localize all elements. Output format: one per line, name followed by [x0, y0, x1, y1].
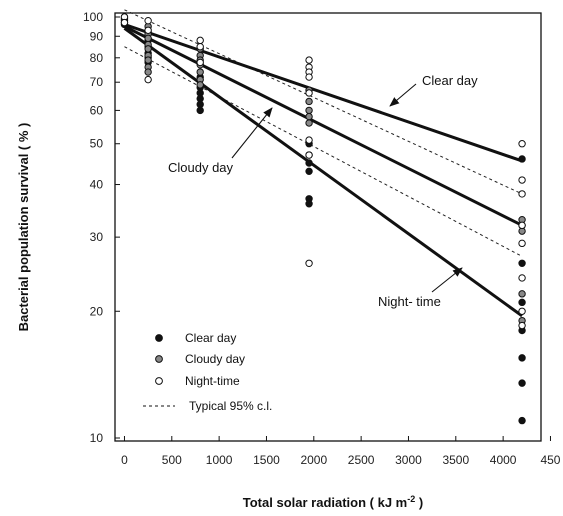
annotation-cloudy-day-arrow: [231, 107, 273, 159]
x-tick-label: 0: [121, 453, 128, 467]
x-tick-label: 2000: [300, 453, 327, 467]
x-tick-label: 1500: [253, 453, 280, 467]
y-tick-label: 20: [90, 304, 104, 318]
legend-label-clear-day: Clear day: [185, 331, 236, 345]
fit-line-clear-day: [123, 23, 523, 163]
data-point-cloudy-day: [305, 112, 313, 121]
confidence-line: [124, 46, 523, 257]
y-tick-label: 100: [83, 10, 103, 24]
data-point-clear-day: [518, 155, 526, 163]
x-tick-label: 500: [162, 453, 182, 467]
legend-marker-night-time: [155, 377, 163, 385]
legend-marker-clear-day: [155, 334, 163, 342]
data-point-night-time: [144, 16, 152, 25]
x-tick-label: 3000: [395, 453, 422, 467]
annotation-clear-day-arrow: [389, 83, 417, 107]
y-tick-label: 50: [90, 137, 104, 151]
data-point-clear-day: [196, 106, 204, 115]
data-point-night-time: [518, 307, 526, 315]
data-point-clear-day: [518, 354, 526, 362]
data-point-clear-day: [518, 259, 526, 267]
legend-label-cloudy-day: Cloudy day: [185, 352, 245, 366]
data-point-night-time: [196, 43, 204, 51]
y-tick-label: 80: [90, 51, 104, 65]
data-point-clear-day: [518, 416, 526, 425]
data-point-night-time: [144, 75, 152, 84]
confidence-lines: [124, 9, 523, 257]
data-point-night-time: [120, 18, 129, 27]
y-tick-label: 40: [90, 178, 104, 192]
data-point-night-time: [305, 151, 313, 159]
y-tick-label: 60: [90, 103, 104, 117]
data-point-night-time: [518, 140, 526, 148]
data-point-night-time: [305, 89, 313, 97]
axis-ticks: 0 500 1000 1500 2000 2500 3000 3500 4000 450 10 20 3…: [83, 10, 561, 467]
data-point-cloudy-day: [144, 34, 152, 43]
data-points: [120, 13, 526, 425]
data-point-clear-day: [305, 200, 313, 208]
data-point-night-time: [305, 136, 313, 144]
x-tick-label: 1000: [206, 453, 233, 467]
legend: Clear day Cloudy day Night-time Typical …: [143, 331, 272, 413]
data-point-night-time: [196, 36, 204, 45]
data-point-clear-day: [305, 159, 313, 167]
data-point-night-time: [305, 259, 313, 267]
data-point-cloudy-day: [196, 68, 204, 76]
annotation-night-time: Night- time: [378, 294, 441, 309]
data-point-clear-day: [196, 100, 204, 109]
data-point-night-time: [518, 190, 526, 198]
y-tick-label: 30: [90, 230, 104, 244]
data-point-clear-day: [518, 298, 526, 307]
data-point-night-time: [518, 274, 526, 282]
data-point-night-time: [518, 221, 526, 230]
plot-area-frame: [114, 12, 542, 442]
data-point-night-time: [196, 58, 204, 67]
x-tick-label: 2500: [348, 453, 375, 467]
data-point-cloudy-day: [144, 56, 152, 64]
y-tick-label: 70: [90, 75, 104, 89]
data-point-cloudy-day: [144, 45, 152, 53]
y-axis-title: Bacterial population survival ( % ): [16, 123, 31, 332]
data-point-cloudy-day: [305, 97, 313, 106]
confidence-line: [124, 9, 523, 195]
data-point-clear-day: [518, 379, 526, 387]
annotation-night-time-arrow: [431, 267, 463, 293]
annotation-clear-day: Clear day: [422, 73, 478, 88]
data-point-night-time: [518, 321, 526, 330]
y-tick-label: 90: [90, 29, 104, 43]
legend-label-night-time: Night-time: [185, 374, 240, 388]
data-point-clear-day: [305, 167, 313, 176]
data-point-night-time: [305, 73, 313, 81]
data-point-night-time: [518, 239, 526, 248]
x-axis-title: Total solar radiation ( kJ m-2 ): [243, 494, 423, 510]
legend-marker-cloudy-day: [155, 355, 163, 363]
x-tick-label: 450: [540, 453, 560, 467]
fit-line-cloudy-day: [123, 25, 523, 227]
data-point-night-time: [144, 26, 152, 34]
annotation-cloudy-day: Cloudy day: [168, 160, 234, 175]
data-point-night-time: [305, 56, 313, 64]
y-tick-label: 10: [90, 431, 104, 445]
legend-label-confidence: Typical 95% c.l.: [189, 399, 272, 413]
data-point-cloudy-day: [196, 81, 204, 89]
x-tick-label: 3500: [442, 453, 469, 467]
x-tick-label: 4000: [490, 453, 517, 467]
data-point-cloudy-day: [305, 106, 313, 115]
data-point-night-time: [518, 176, 526, 184]
data-point-cloudy-day: [144, 68, 152, 76]
data-point-cloudy-day: [518, 290, 526, 298]
data-point-cloudy-day: [305, 119, 313, 127]
